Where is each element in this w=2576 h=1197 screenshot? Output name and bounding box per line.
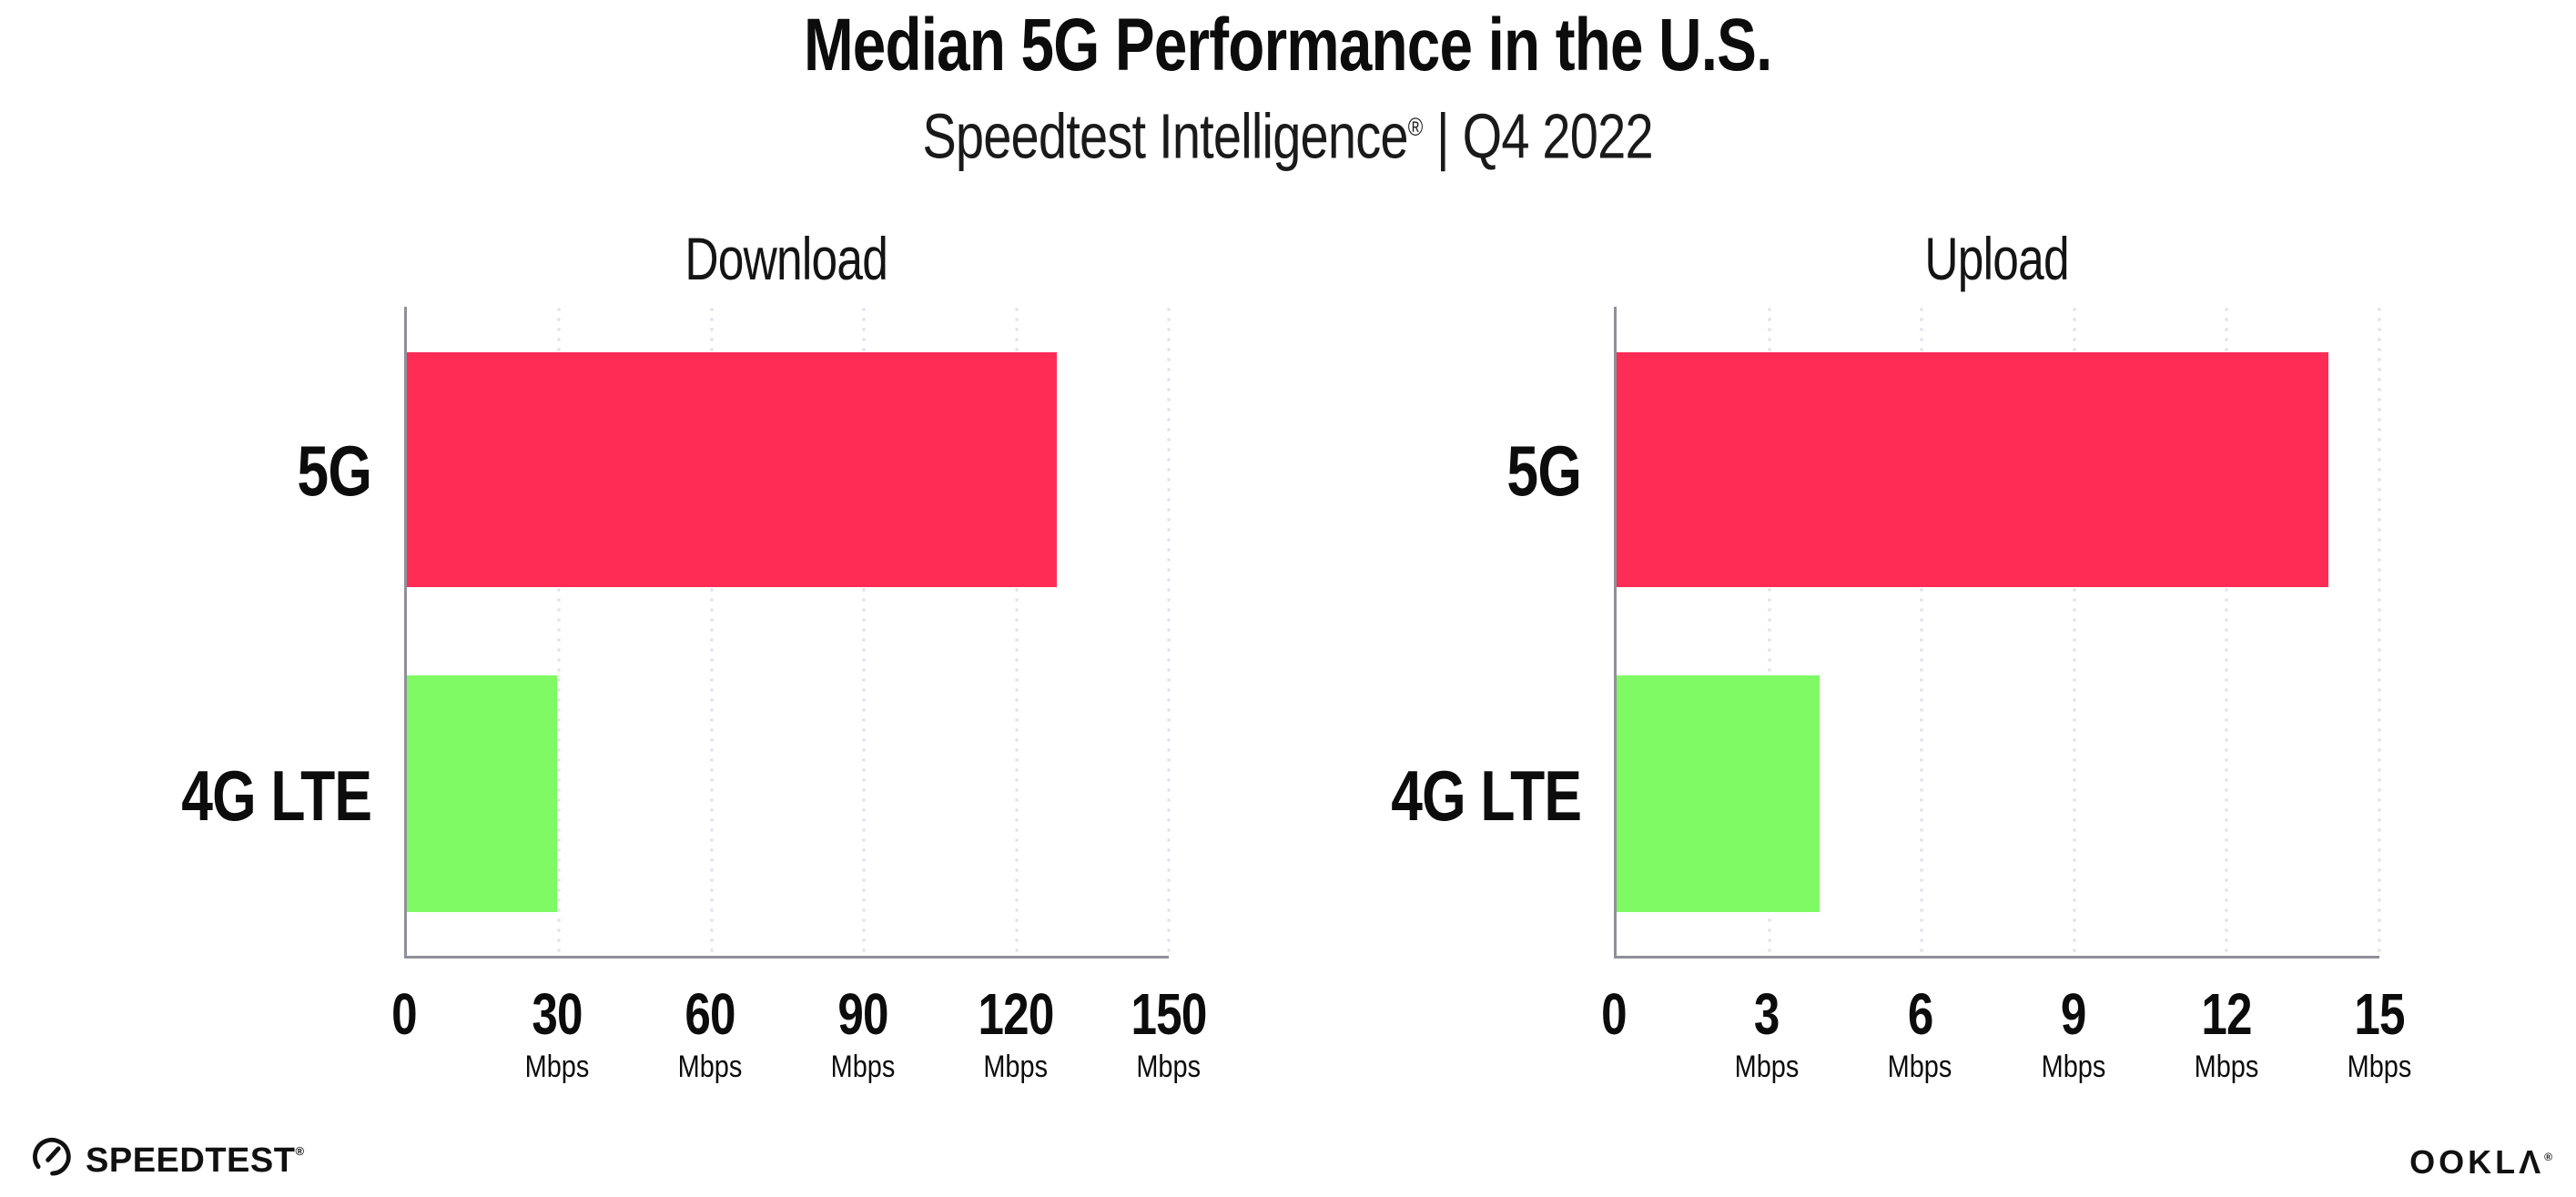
gridline-60 (709, 307, 714, 956)
chart-title-download: Download (685, 225, 888, 292)
gridline-9 (2072, 307, 2076, 956)
speedtest-logo: SPEEDTEST® (27, 1132, 305, 1180)
tick-150: 150 Mbps (1131, 981, 1207, 1084)
tick-12: 12 Mbps (2194, 981, 2259, 1084)
gridline-6 (1920, 307, 1924, 956)
bar-4g-lte-download (407, 675, 557, 912)
gridline-30 (557, 307, 562, 956)
bar-5g-upload (1617, 351, 2329, 587)
tick-15: 15 Mbps (2347, 981, 2412, 1084)
registered-mark: ® (2544, 1151, 2552, 1163)
ookla-wordmark: OOKLΛ (2409, 1143, 2545, 1181)
page-subtitle: Speedtest Intelligence® | Q4 2022 (0, 91, 2576, 172)
bar-5g-download (407, 351, 1058, 587)
plot-area-download (404, 307, 1171, 959)
page-title: Median 5G Performance in the U.S. (804, 4, 1772, 86)
tick-3: 3 Mbps (1734, 981, 1800, 1084)
gridline-90 (862, 307, 867, 956)
ookla-logo: OOKLΛ® (2409, 1138, 2552, 1182)
x-axis-ticks: 0 3 Mbps 6 Mbps 9 Mbps 12 Mbps 15 Mbps (1601, 959, 2411, 1095)
registered-mark: ® (295, 1144, 305, 1158)
category-labels: 5G 4G LTE (22, 307, 372, 959)
x-axis-ticks: 0 30 Mbps 60 Mbps 90 Mbps 120 Mbps 150 Mbps (391, 959, 1207, 1095)
tick-120: 120 Mbps (978, 981, 1054, 1084)
row-label-4g-lte: 4G LTE (181, 756, 372, 836)
row-label-5g: 5G (1506, 430, 1581, 511)
tick-90: 90 Mbps (830, 981, 896, 1084)
gridline-120 (1014, 307, 1019, 956)
gridline-15 (2378, 307, 2381, 956)
subtitle-period: Q4 2022 (1463, 100, 1654, 172)
gauge-icon (27, 1132, 75, 1180)
tick-0: 0 (1601, 981, 1627, 1047)
tick-30: 30 Mbps (524, 981, 590, 1084)
gridline-12 (2225, 307, 2229, 956)
plot-area-upload (1614, 307, 2381, 959)
row-label-5g: 5G (297, 430, 371, 511)
gridline-3 (1767, 307, 1771, 956)
category-labels: 5G 4G LTE (1232, 307, 1582, 959)
tick-60: 60 Mbps (677, 981, 743, 1084)
gridline-150 (1167, 307, 1171, 956)
tick-6: 6 Mbps (1888, 981, 1952, 1084)
speedtest-wordmark: SPEEDTEST® (86, 1141, 305, 1180)
chart-title-upload: Upload (1924, 225, 2069, 292)
subtitle-separator: | (1423, 100, 1463, 172)
tick-0: 0 (391, 981, 417, 1047)
bar-4g-lte-upload (1617, 675, 1820, 912)
tick-9: 9 Mbps (2041, 981, 2105, 1084)
subtitle-brand: Speedtest Intelligence (922, 100, 1409, 172)
registered-mark: ® (1408, 113, 1424, 141)
row-label-4g-lte: 4G LTE (1391, 756, 1582, 836)
